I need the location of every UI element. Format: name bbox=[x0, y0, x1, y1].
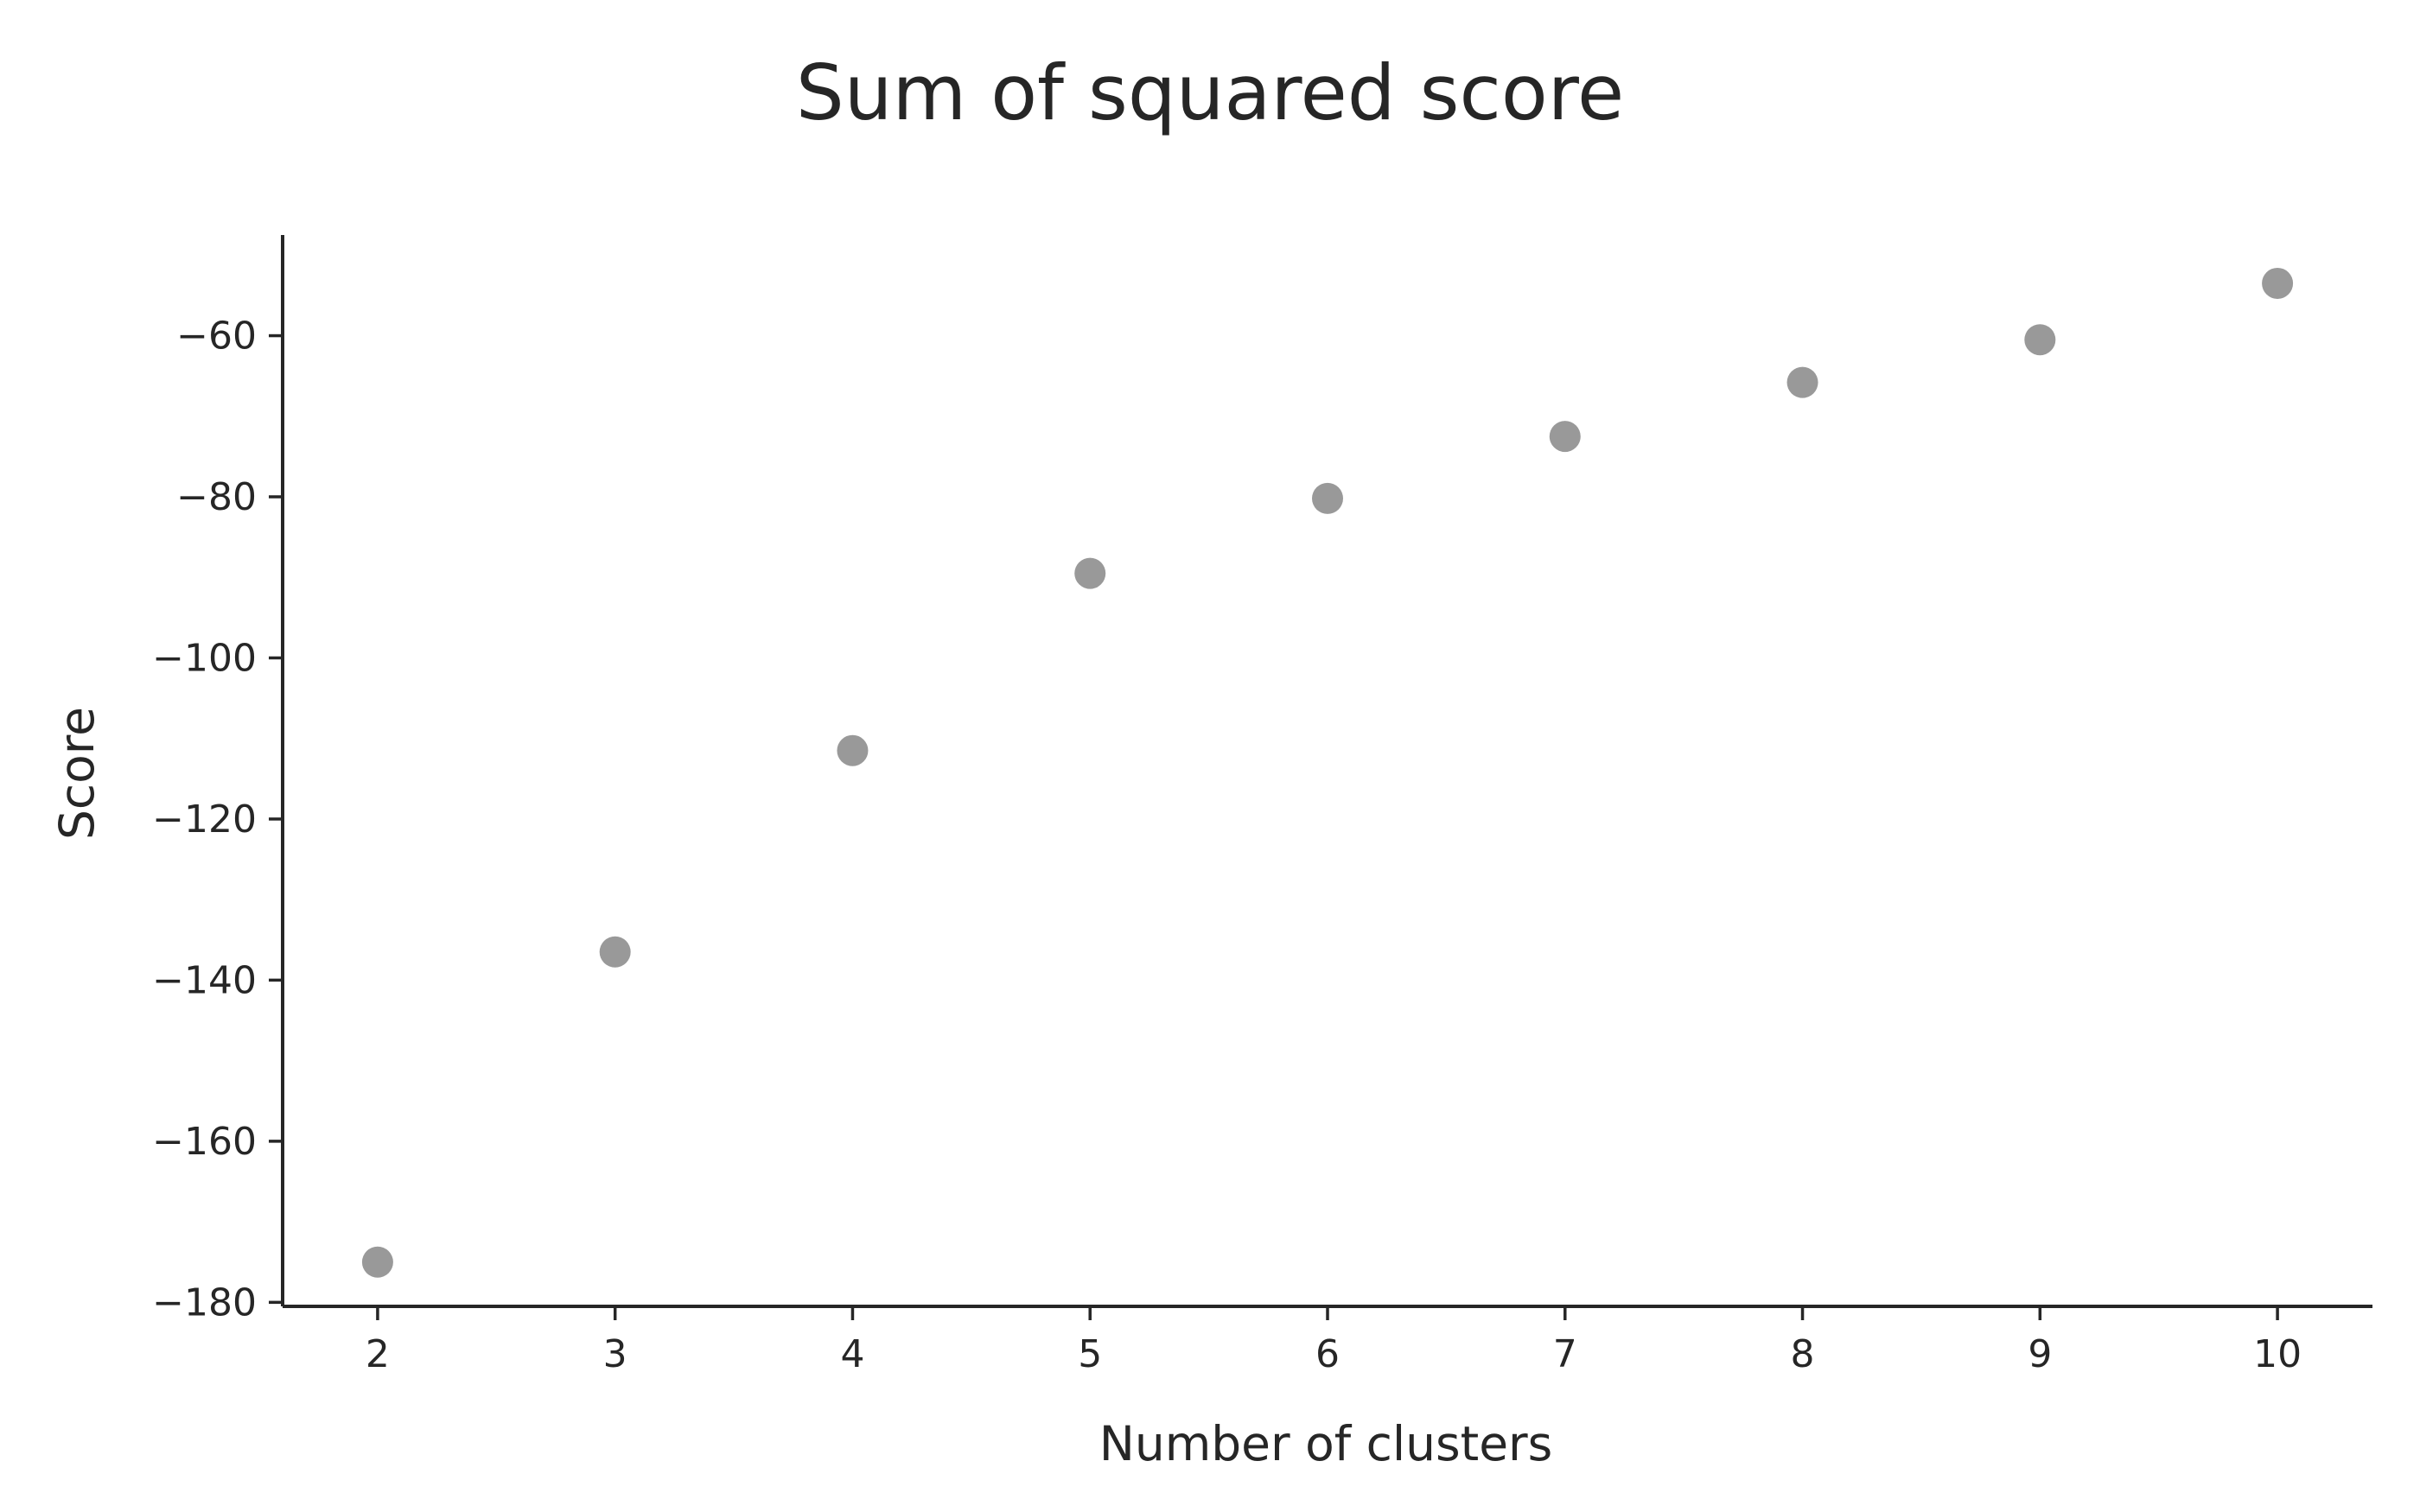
data-point bbox=[1786, 366, 1818, 398]
data-point bbox=[599, 936, 631, 968]
x-tick-label: 6 bbox=[1315, 1332, 1340, 1376]
x-tick-label: 4 bbox=[840, 1332, 864, 1376]
data-point bbox=[361, 1246, 393, 1278]
y-tick-label: −180 bbox=[152, 1280, 257, 1325]
x-tick-label: 8 bbox=[1791, 1332, 1815, 1376]
x-tick-label: 7 bbox=[1553, 1332, 1577, 1376]
x-tick-label: 10 bbox=[2253, 1332, 2302, 1376]
y-axis-label: Score bbox=[49, 707, 105, 840]
x-tick-label: 2 bbox=[366, 1332, 390, 1376]
y-tick-label: −160 bbox=[152, 1120, 257, 1164]
y-tick-label: −60 bbox=[176, 314, 257, 359]
plot-area: −180 −160 −140 −120 −100 −80 −60 2 3 4 5 6 7 8 9 10 bbox=[152, 235, 2372, 1376]
data-point bbox=[1312, 482, 1343, 514]
x-tick-label: 3 bbox=[603, 1332, 627, 1376]
x-tick-label: 9 bbox=[2028, 1332, 2052, 1376]
chart-title: Sum of squared score bbox=[796, 48, 1624, 137]
y-tick-label: −120 bbox=[152, 797, 257, 842]
data-point bbox=[1074, 557, 1106, 589]
y-tick-label: −100 bbox=[152, 636, 257, 680]
y-tick-label: −140 bbox=[152, 958, 257, 1002]
x-axis-label: Number of clusters bbox=[1099, 1416, 1553, 1471]
x-tick-label: 5 bbox=[1078, 1332, 1102, 1376]
data-point bbox=[1549, 421, 1581, 453]
data-point bbox=[2262, 267, 2294, 299]
data-point bbox=[2024, 324, 2056, 356]
data-point bbox=[837, 734, 869, 766]
y-tick-label: −80 bbox=[176, 475, 257, 519]
